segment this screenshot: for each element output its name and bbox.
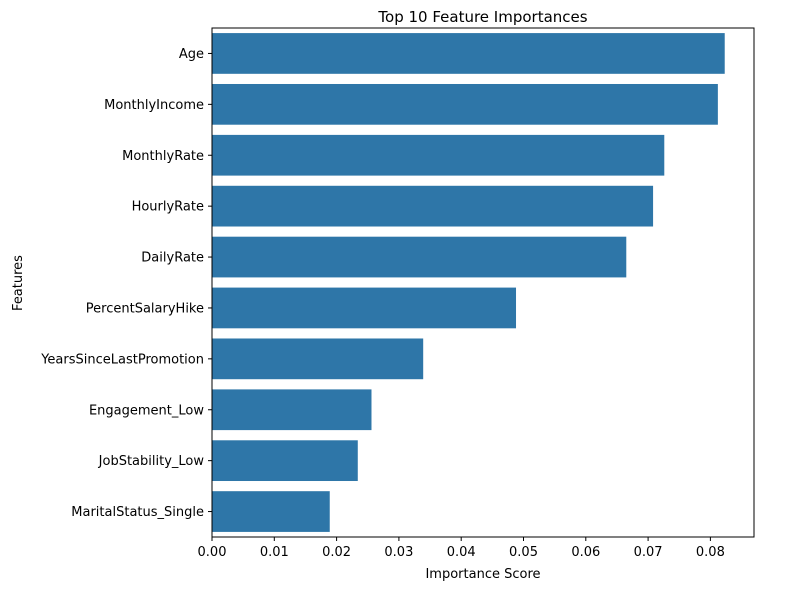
x-tick-label: 0.01 bbox=[260, 545, 289, 560]
y-tick-label: DailyRate bbox=[141, 251, 204, 266]
bar-group bbox=[212, 33, 725, 532]
bar-Age bbox=[212, 33, 725, 74]
x-tick-label: 0.00 bbox=[198, 545, 227, 560]
x-tick-label: 0.04 bbox=[447, 545, 476, 560]
y-tick-label: Age bbox=[179, 47, 204, 62]
bar-DailyRate bbox=[212, 236, 627, 278]
bar-MonthlyIncome bbox=[212, 83, 718, 125]
chart-title: Top 10 Feature Importances bbox=[377, 8, 587, 26]
bar-PercentSalaryHike bbox=[212, 287, 517, 329]
x-tick-label: 0.08 bbox=[696, 545, 725, 560]
y-tick-label: MonthlyIncome bbox=[104, 98, 204, 113]
bar-MaritalStatus_Single bbox=[212, 491, 330, 532]
axes-frame bbox=[211, 27, 755, 538]
bar-Engagement_Low bbox=[212, 389, 372, 431]
x-tick-label: 0.03 bbox=[384, 545, 413, 560]
y-tick-label: HourlyRate bbox=[132, 200, 204, 215]
y-tick-label: MaritalStatus_Single bbox=[71, 505, 204, 520]
bar-YearsSinceLastPromotion bbox=[212, 338, 424, 380]
x-tick-label: 0.02 bbox=[322, 545, 351, 560]
bar-MonthlyRate bbox=[212, 134, 665, 176]
x-axis-label: Importance Score bbox=[425, 567, 540, 582]
y-axis-ticks: Age MonthlyIncome MonthlyRate HourlyRate Dai… bbox=[40, 47, 212, 520]
x-tick-label: 0.05 bbox=[509, 545, 538, 560]
bar-HourlyRate bbox=[212, 185, 654, 227]
x-axis-ticks: 0.00 0.01 0.02 0.03 0.04 0.05 0.06 0.07 0.08 bbox=[198, 537, 725, 560]
x-tick-label: 0.07 bbox=[634, 545, 663, 560]
y-axis-label: Features bbox=[11, 255, 26, 311]
y-tick-label: Engagement_Low bbox=[89, 403, 204, 418]
y-tick-label: MonthlyRate bbox=[122, 149, 204, 164]
y-tick-label: PercentSalaryHike bbox=[86, 301, 204, 316]
y-tick-label: JobStability_Low bbox=[98, 454, 205, 469]
bar-JobStability_Low bbox=[212, 440, 358, 482]
y-tick-label: YearsSinceLastPromotion bbox=[40, 352, 204, 367]
x-tick-label: 0.06 bbox=[571, 545, 600, 560]
